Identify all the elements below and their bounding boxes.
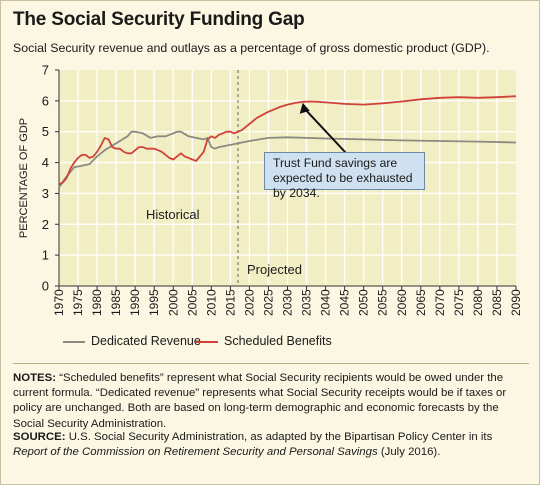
- x-tick-label: 2080: [471, 289, 485, 316]
- benefits-line: [58, 95, 517, 186]
- y-tick-label: 2: [42, 217, 49, 232]
- x-tick-label: 2090: [509, 289, 523, 316]
- x-tick-label: 2035: [300, 289, 314, 316]
- chart-subtitle: Social Security revenue and outlays as a…: [13, 41, 490, 55]
- chart-legend: Dedicated Revenue Scheduled Benefits: [1, 334, 540, 352]
- x-tick-label: 1985: [109, 289, 123, 316]
- x-tick-label: 1990: [128, 289, 142, 316]
- legend-item-revenue: Dedicated Revenue: [63, 334, 201, 348]
- x-tick-label: 1975: [71, 289, 85, 316]
- x-tick-label: 2025: [261, 289, 275, 316]
- source-label: SOURCE:: [13, 431, 66, 443]
- y-tick-label: 0: [42, 279, 49, 294]
- x-tick-label: 2020: [242, 289, 256, 316]
- callout-arrow-shaft: [303, 107, 347, 154]
- y-tick-label: 3: [42, 186, 49, 201]
- historical-label: Historical: [146, 207, 200, 222]
- legend-label-benefits: Scheduled Benefits: [224, 334, 332, 348]
- x-tick-label: 2030: [281, 289, 295, 316]
- callout-arrow-head: [299, 102, 310, 114]
- chart-title: The Social Security Funding Gap: [13, 9, 305, 30]
- x-tick-label: 1980: [90, 289, 104, 316]
- notes-text: “Scheduled benefits” represent what Soci…: [13, 372, 507, 430]
- y-tick-label: 5: [42, 124, 49, 139]
- x-tick-label: 2050: [357, 289, 371, 316]
- source-report-title: Report of the Commission on Retirement S…: [13, 446, 378, 459]
- x-tick-label: 2015: [223, 289, 237, 316]
- x-tick-label: 2055: [376, 289, 390, 316]
- x-tick-label: 2075: [452, 289, 466, 316]
- y-tick-label: 4: [42, 155, 49, 170]
- x-tick-label: 2045: [338, 289, 352, 316]
- legend-swatch-benefits: [196, 340, 218, 343]
- y-tick-label: 6: [42, 93, 49, 108]
- notes-label: NOTES:: [13, 372, 57, 384]
- x-tick-label: 1995: [147, 289, 161, 316]
- legend-item-benefits: Scheduled Benefits: [196, 334, 332, 348]
- legend-swatch-revenue: [63, 340, 85, 343]
- x-tick-label: 2005: [185, 289, 199, 316]
- line-chart: 0 1 2 3 4 5 6 7 1970 1975 1980 1985 1990 1995 2000 2005…: [18, 63, 523, 317]
- notes-block: NOTES: “Scheduled benefits” represent wh…: [13, 371, 529, 432]
- legend-label-revenue: Dedicated Revenue: [91, 334, 201, 348]
- source-block: SOURCE: U.S. Social Security Administrat…: [13, 430, 529, 460]
- x-tick-label: 2085: [490, 289, 504, 316]
- y-axis-label: PERCENTAGE OF GDP: [18, 118, 30, 238]
- x-tick-label: 1970: [52, 289, 66, 316]
- source-post: (July 2016).: [380, 446, 441, 459]
- divider-rule: [13, 363, 529, 364]
- x-tick-label: 2060: [395, 289, 409, 316]
- revenue-line: [58, 130, 517, 188]
- source-pre: U.S. Social Security Administration, as …: [68, 431, 493, 443]
- x-tick-label: 2040: [319, 289, 333, 316]
- x-tick-label: 2065: [414, 289, 428, 316]
- y-tick-label: 1: [42, 248, 49, 263]
- x-tick-label: 2000: [166, 289, 180, 316]
- y-tick-label: 7: [42, 63, 49, 78]
- x-tick-label: 2010: [204, 289, 218, 316]
- x-tick-label: 2070: [433, 289, 447, 316]
- trust-fund-callout: Trust Fund savings are expected to be ex…: [264, 152, 425, 200]
- projected-label: Projected: [247, 262, 302, 277]
